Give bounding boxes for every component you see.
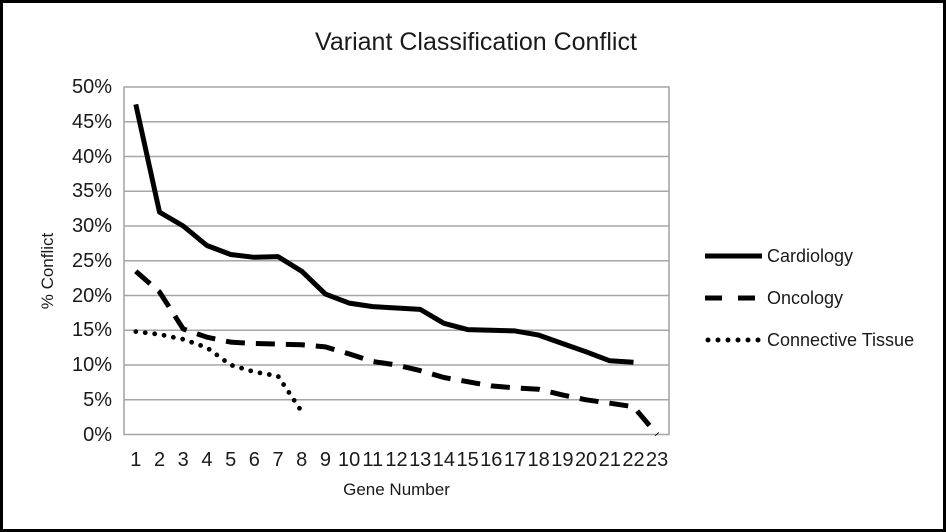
legend-label: Oncology xyxy=(767,287,844,308)
x-axis-labels: 1 2 3 4 5 6 7 8 9 10 11 12 13 14 15 16 17 18 19 20 21 22 23 xyxy=(3,448,943,472)
legend-item-oncology: Oncology xyxy=(704,277,914,319)
x-tick-label: 19 xyxy=(551,449,574,471)
y-axis-labels: 0% 5% 10% 15% 20% 25% 30% 35% 40% 45% 50% xyxy=(3,3,112,529)
y-tick-label: 40% xyxy=(71,145,112,168)
x-tick-label: 7 xyxy=(272,449,284,471)
y-tick-label: 35% xyxy=(71,180,112,203)
solid-line-swatch xyxy=(705,253,762,259)
x-tick-label: 23 xyxy=(646,449,669,471)
x-tick-label: 2 xyxy=(153,449,166,471)
chart-plot xyxy=(123,86,670,437)
y-tick-label: 15% xyxy=(71,319,112,342)
x-tick-label: 6 xyxy=(248,449,260,471)
legend-item-connective-tissue: Connective Tissue xyxy=(704,319,914,361)
series-line-connective-tissue xyxy=(133,329,305,415)
x-tick-label: 18 xyxy=(527,449,550,471)
y-tick-label: 45% xyxy=(71,110,112,133)
y-tick-label: 30% xyxy=(71,215,112,237)
x-tick-label: 10 xyxy=(337,449,361,471)
y-tick-label: 25% xyxy=(71,249,112,272)
y-tick-label: 20% xyxy=(71,284,112,307)
x-tick-label: 14 xyxy=(432,449,456,471)
y-tick-label: 5% xyxy=(83,388,112,411)
x-tick-label: 13 xyxy=(409,449,432,471)
dotted-line-swatch xyxy=(705,337,764,343)
y-tick-label: 10% xyxy=(71,354,112,376)
x-tick-label: 4 xyxy=(201,449,213,471)
chart-title: Variant Classification Conflict xyxy=(315,28,637,56)
x-tick-label: 15 xyxy=(456,449,479,471)
legend-label: Cardiology xyxy=(767,245,854,266)
series-line-cardiology xyxy=(133,103,634,365)
x-tick-label: 11 xyxy=(362,449,384,471)
x-tick-label: 8 xyxy=(296,449,308,471)
x-tick-label: 16 xyxy=(480,449,503,471)
x-tick-label: 22 xyxy=(622,449,645,471)
x-axis-title: Gene Number xyxy=(343,480,450,499)
y-tick-label: 50% xyxy=(71,76,112,98)
x-tick-label: 20 xyxy=(574,449,598,471)
x-tick-label: 17 xyxy=(503,449,527,471)
y-tick-label: 0% xyxy=(83,423,112,446)
x-tick-label: 5 xyxy=(225,449,237,471)
legend: Cardiology Oncology Connective Tissue xyxy=(704,235,914,361)
legend-label: Connective Tissue xyxy=(767,329,915,350)
legend-item-cardiology: Cardiology xyxy=(704,235,914,277)
dashed-line-swatch xyxy=(705,295,760,301)
x-tick-label: 9 xyxy=(319,449,331,471)
x-tick-label: 21 xyxy=(598,449,621,471)
x-tick-label: 12 xyxy=(385,449,408,471)
y-axis-title: % Conflict xyxy=(38,232,57,310)
x-tick-label: 3 xyxy=(177,449,189,471)
x-tick-label: 1 xyxy=(130,449,142,471)
